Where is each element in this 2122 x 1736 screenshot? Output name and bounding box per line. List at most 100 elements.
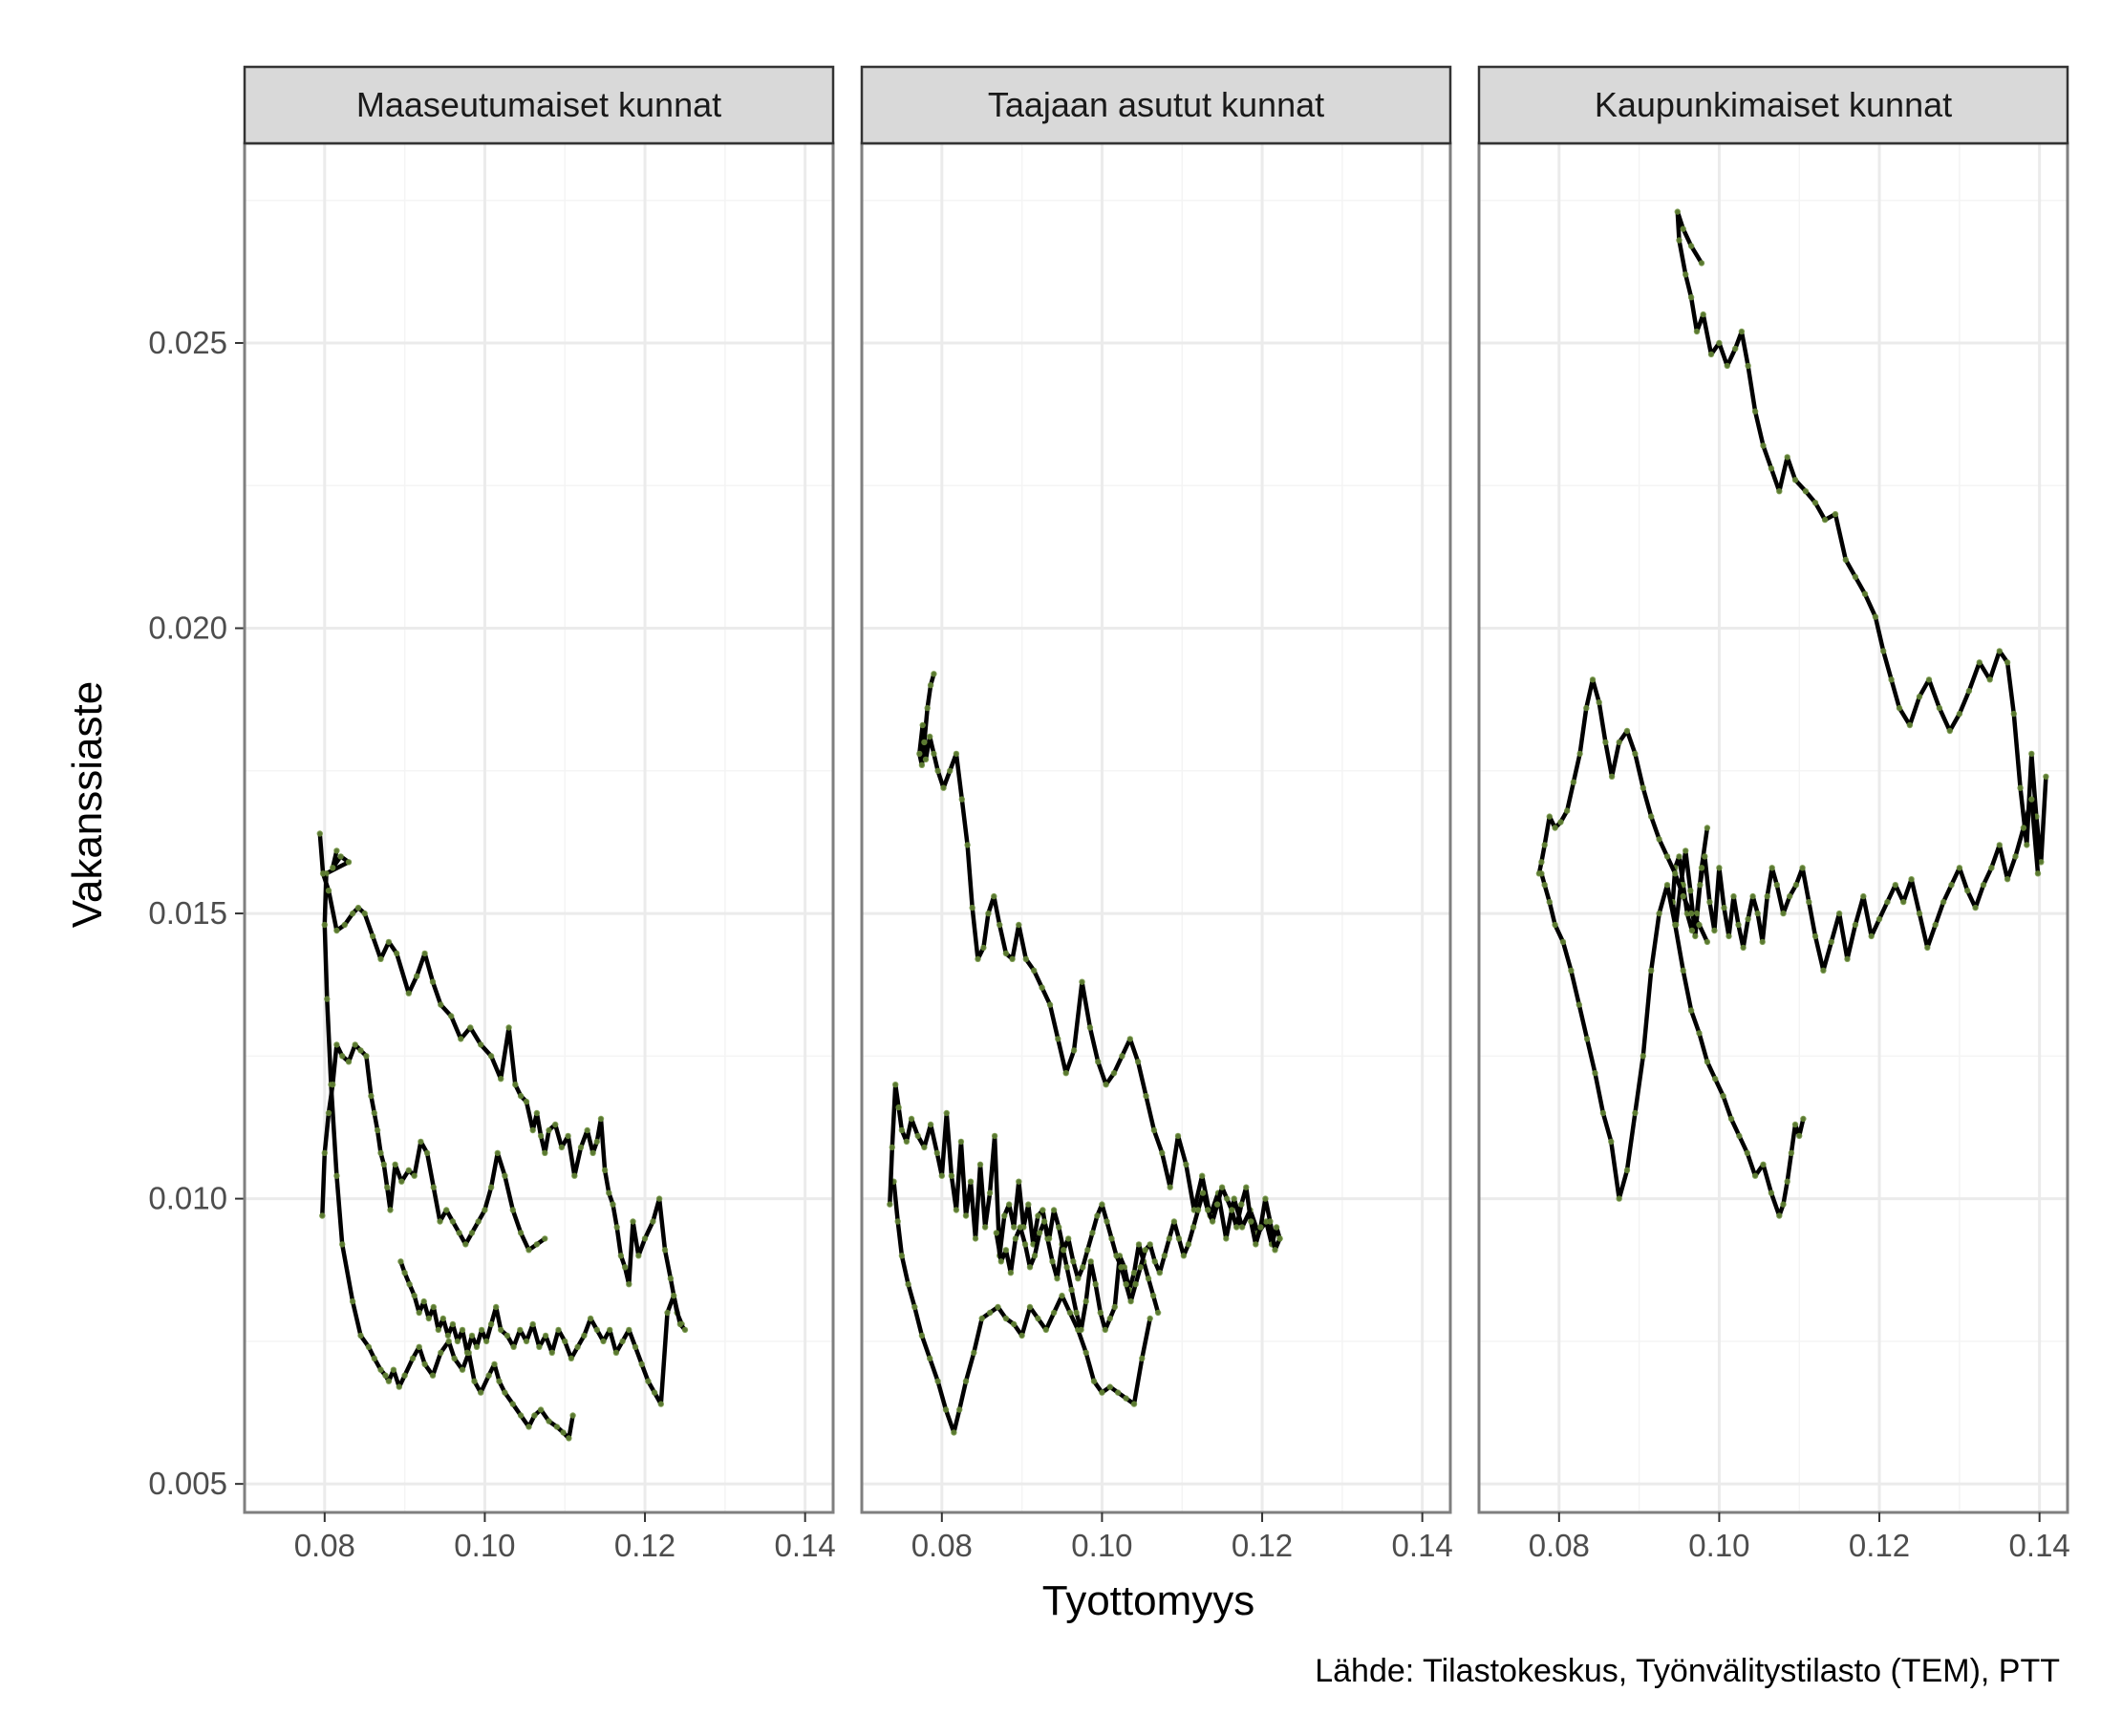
data-point [1576,750,1583,758]
data-point [1111,1303,1119,1311]
data-point [1055,1036,1061,1042]
data-point [589,1149,596,1157]
data-point [1792,882,1800,889]
data-point [1130,1270,1138,1276]
data-point [1102,1326,1109,1334]
data-point [1583,704,1590,712]
data-point [1687,243,1695,249]
data-point [1751,1172,1759,1179]
data-point [1799,865,1806,871]
data-point [1965,688,1973,695]
data-point [1616,1195,1622,1202]
data-point [943,1109,950,1117]
data-point [1724,362,1731,370]
data-point [1262,1195,1269,1202]
data-point [1788,1149,1795,1157]
data-point [1243,1184,1250,1190]
data-point [2028,750,2035,758]
data-point [1095,1059,1102,1065]
data-point [1199,1172,1206,1179]
source-caption: Lähde: Tilastokeskus, Työnvälitystilasto… [1315,1653,2060,1689]
data-point [517,1412,525,1419]
data-point [321,1149,328,1157]
data-point [1063,1264,1070,1271]
data-point [569,1412,576,1419]
data-point [2028,796,2035,803]
data-point [1784,1178,1790,1185]
data-point [397,1258,404,1265]
data-point [525,1247,532,1254]
data-point [316,830,323,837]
data-point [1167,1184,1173,1190]
data-point [509,1207,516,1213]
data-point [325,888,332,894]
data-point [1687,888,1694,894]
data-point [377,1366,384,1373]
data-point [1039,984,1045,991]
data-point [1680,225,1686,232]
data-point [449,1320,457,1328]
data-point [1948,882,1955,889]
data-point [1253,1241,1259,1248]
data-point [1749,892,1756,900]
data-point [374,1126,381,1134]
data-point [1852,921,1859,929]
data-point [934,767,941,774]
data-point [980,944,987,952]
data-point [339,1053,346,1060]
x-tick-label: 0.14 [775,1528,836,1563]
data-point [1018,1332,1025,1340]
data-point [934,1378,941,1384]
data-point [1546,813,1554,820]
data-point [1956,865,1963,871]
strip-background [1477,65,2069,145]
data-point [1596,698,1602,706]
data-point [1976,659,1983,666]
data-point [1233,1224,1240,1231]
data-point [1130,1401,1138,1407]
data-point [498,1076,504,1082]
data-point [1002,1315,1010,1322]
data-point [1142,1247,1148,1254]
data-point [964,842,971,848]
data-point [1946,727,1954,735]
data-point [475,1218,482,1225]
data-point [1229,1207,1235,1213]
data-point [429,1372,437,1379]
data-point [380,1161,387,1168]
data-point [1707,351,1715,358]
data-point [555,1326,562,1334]
data-point [1880,648,1887,654]
data-point [1745,362,1751,370]
data-point [529,1126,536,1134]
x-tick-label: 0.10 [1071,1528,1132,1563]
data-point [1884,898,1891,906]
data-point [1776,488,1783,495]
data-point [574,1343,581,1351]
data-point [972,1235,979,1242]
data-point [1031,967,1038,974]
data-point [921,739,928,746]
data-point [1844,955,1851,962]
data-point [957,1138,965,1146]
data-point [531,1412,538,1419]
data-point [430,1184,437,1190]
data-point [1759,938,1766,946]
data-point [325,1109,332,1117]
data-point [1154,1309,1162,1317]
data-point [456,1230,462,1236]
data-point [601,1167,609,1174]
data-point [1035,1212,1041,1219]
data-point [1050,1309,1058,1317]
data-point [1248,1218,1254,1225]
data-point [537,1406,545,1413]
data-point [1156,1270,1164,1276]
data-point [1764,892,1770,900]
data-point [997,1258,1005,1265]
data-point [1986,676,1993,683]
data-point [1106,1383,1114,1390]
data-point [1061,1247,1067,1254]
data-point [1680,967,1686,974]
data-point [1687,294,1695,301]
data-point [468,1332,476,1340]
